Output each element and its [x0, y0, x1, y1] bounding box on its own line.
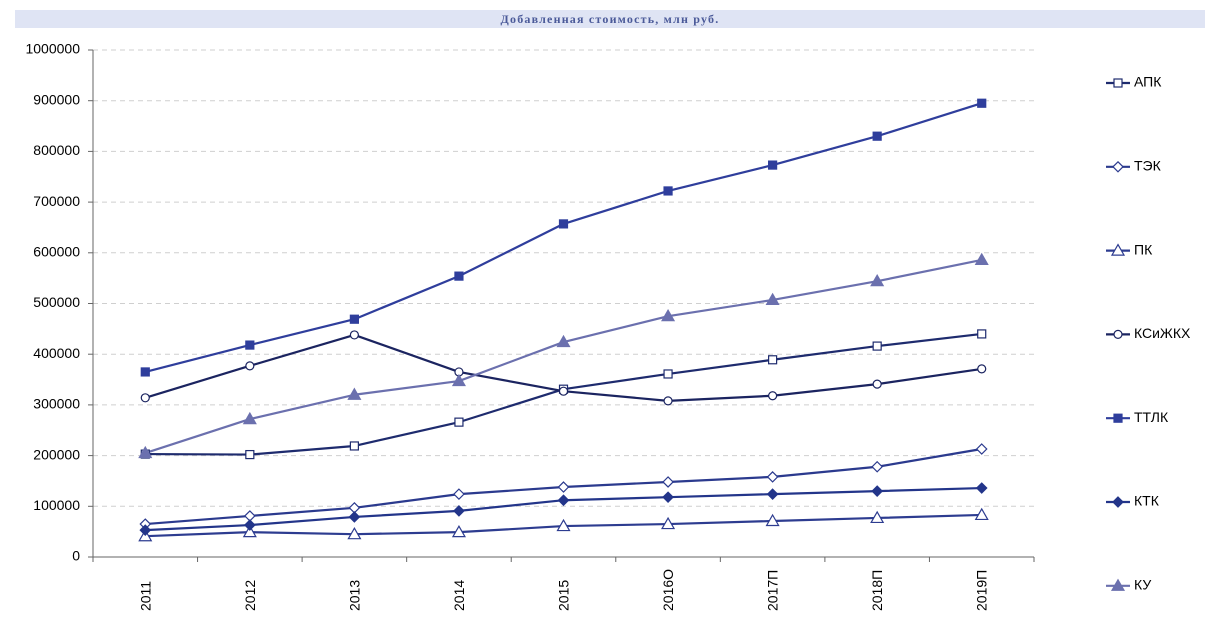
data-point: [872, 379, 882, 389]
data-point: [768, 160, 778, 170]
data-point: [768, 391, 778, 401]
data-point: [556, 518, 571, 532]
data-point: [349, 441, 359, 451]
y-tick-label: 900000: [33, 91, 80, 107]
data-point: [349, 330, 359, 340]
data-point: [347, 387, 362, 400]
data-point: [661, 516, 676, 530]
data-point: [663, 186, 673, 196]
legend-marker: [1110, 578, 1126, 591]
data-point: [140, 393, 150, 403]
data-point: [557, 494, 570, 507]
data-point: [245, 361, 255, 371]
data-point: [872, 341, 882, 351]
data-point: [556, 334, 571, 348]
legend-marker: [1112, 160, 1124, 173]
y-tick-label: 800000: [33, 142, 80, 158]
data-point: [870, 273, 885, 287]
x-tick-label: 2018П: [869, 570, 885, 611]
data-point: [557, 481, 570, 493]
data-point: [974, 252, 989, 265]
legend-label: КУ: [1134, 577, 1151, 593]
y-tick-label: 600000: [33, 244, 80, 260]
x-tick-label: 2011: [137, 581, 153, 611]
y-tick-label: 300000: [33, 396, 80, 412]
x-tick-label: 2017П: [765, 570, 781, 611]
data-point: [451, 373, 466, 387]
legend-marker: [1110, 243, 1126, 256]
data-point: [977, 98, 987, 108]
y-tick-label: 1000000: [25, 41, 80, 57]
data-point: [871, 485, 884, 497]
data-point: [349, 314, 359, 324]
y-tick-label: 200000: [33, 446, 80, 462]
chart-title-band: Добавленная стоимость, млн руб.: [15, 10, 1205, 28]
data-point: [454, 271, 464, 281]
data-point: [453, 505, 465, 517]
series-line: [144, 258, 982, 455]
data-point: [765, 513, 780, 527]
data-point: [138, 445, 153, 459]
data-point: [870, 510, 885, 524]
chart-title: Добавленная стоимость, млн руб.: [500, 12, 720, 26]
series-line: [145, 102, 983, 374]
data-point: [661, 308, 676, 322]
y-tick-label: 700000: [33, 193, 80, 209]
legend-label: ТТЛК: [1134, 409, 1169, 425]
data-point: [451, 524, 466, 538]
data-point: [977, 329, 987, 339]
x-tick-label: 2012: [242, 580, 258, 611]
data-point: [975, 443, 988, 455]
data-point: [662, 491, 674, 504]
x-tick-label: 2019П: [974, 570, 990, 611]
x-tick-label: 2013: [346, 580, 362, 611]
legend-label: КСиЖКХ: [1134, 325, 1191, 341]
legend-marker: [1113, 413, 1123, 423]
data-point: [242, 411, 257, 425]
data-point: [768, 355, 778, 365]
data-point: [766, 488, 779, 500]
x-tick-label: 2015: [556, 580, 572, 611]
data-point: [347, 526, 362, 540]
data-point: [975, 482, 988, 494]
data-point: [662, 476, 674, 488]
data-point: [977, 364, 987, 374]
data-point: [663, 369, 673, 379]
data-point: [558, 219, 569, 229]
data-point: [663, 396, 673, 406]
y-tick-label: 0: [72, 548, 80, 564]
data-point: [974, 507, 989, 521]
data-point: [242, 524, 257, 538]
data-point: [765, 292, 780, 306]
legend-label: АПК: [1134, 74, 1162, 90]
legend-label: ТЭК: [1134, 158, 1162, 174]
legend-marker: [1113, 78, 1123, 88]
x-tick-label: 2016О: [660, 569, 676, 611]
data-point: [558, 386, 569, 396]
data-point: [245, 340, 255, 350]
data-point: [140, 367, 150, 377]
y-tick-label: 100000: [33, 497, 80, 513]
data-point: [871, 460, 884, 473]
legend-label: ПК: [1134, 241, 1153, 257]
x-tick-label: 2014: [451, 580, 467, 611]
data-point: [243, 519, 256, 531]
data-point: [454, 417, 464, 427]
data-point: [766, 471, 779, 483]
data-point: [245, 449, 255, 460]
legend-marker: [1112, 496, 1124, 508]
data-point: [348, 511, 361, 523]
data-point: [872, 131, 882, 141]
y-tick-label: 500000: [33, 294, 80, 310]
data-point: [453, 488, 465, 500]
legend-marker: [1113, 329, 1123, 339]
legend-label: КТК: [1134, 493, 1160, 509]
data-point: [139, 524, 152, 536]
y-tick-label: 400000: [33, 345, 80, 361]
